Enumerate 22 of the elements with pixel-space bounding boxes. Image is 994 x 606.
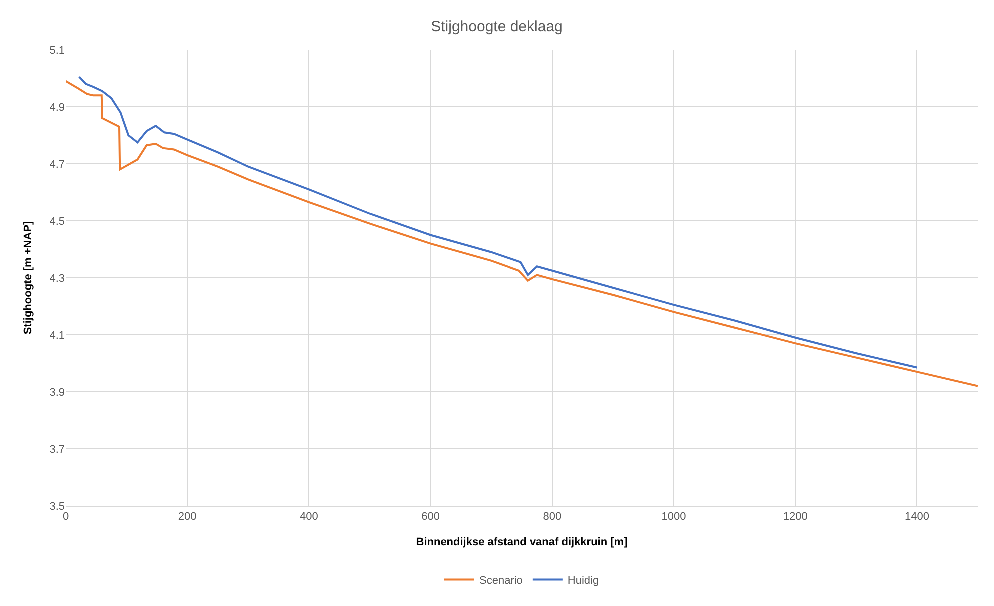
y-axis-title: Stijghoogte [m +NAP]	[22, 220, 34, 335]
x-axis-title: Binnendijkse afstand vanaf dijkkruin [m]	[416, 536, 628, 548]
chart-title: Stijghoogte deklaag	[431, 18, 563, 36]
x-tick-label: 400	[300, 511, 318, 524]
y-tick-label: 3.9	[50, 386, 65, 399]
x-tick-label: 600	[422, 511, 440, 524]
y-tick-label: 4.5	[50, 216, 65, 228]
x-tick-label: 200	[178, 511, 197, 524]
x-tick-label: 1200	[783, 511, 808, 524]
legend-label: Huidig	[568, 575, 600, 588]
y-tick-label: 4.9	[50, 102, 65, 114]
y-tick-label: 5.1	[50, 44, 65, 57]
y-tick-label: 3.5	[50, 500, 65, 513]
y-tick-label: 4.1	[50, 330, 65, 342]
x-tick-label: 800	[543, 511, 562, 524]
legend-label: Scenario	[480, 575, 523, 588]
y-tick-label: 4.3	[50, 272, 65, 285]
x-tick-label: 0	[62, 511, 70, 524]
x-tick-label: 1000	[662, 511, 686, 524]
y-tick-label: 4.7	[50, 158, 65, 171]
y-tick-label: 3.7	[50, 444, 65, 456]
x-tick-label: 1400	[904, 511, 930, 524]
